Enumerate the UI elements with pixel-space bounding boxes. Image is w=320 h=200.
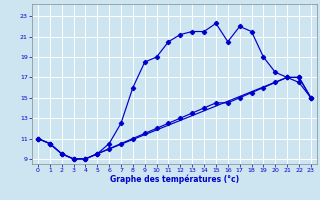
- X-axis label: Graphe des températures (°c): Graphe des températures (°c): [110, 175, 239, 184]
